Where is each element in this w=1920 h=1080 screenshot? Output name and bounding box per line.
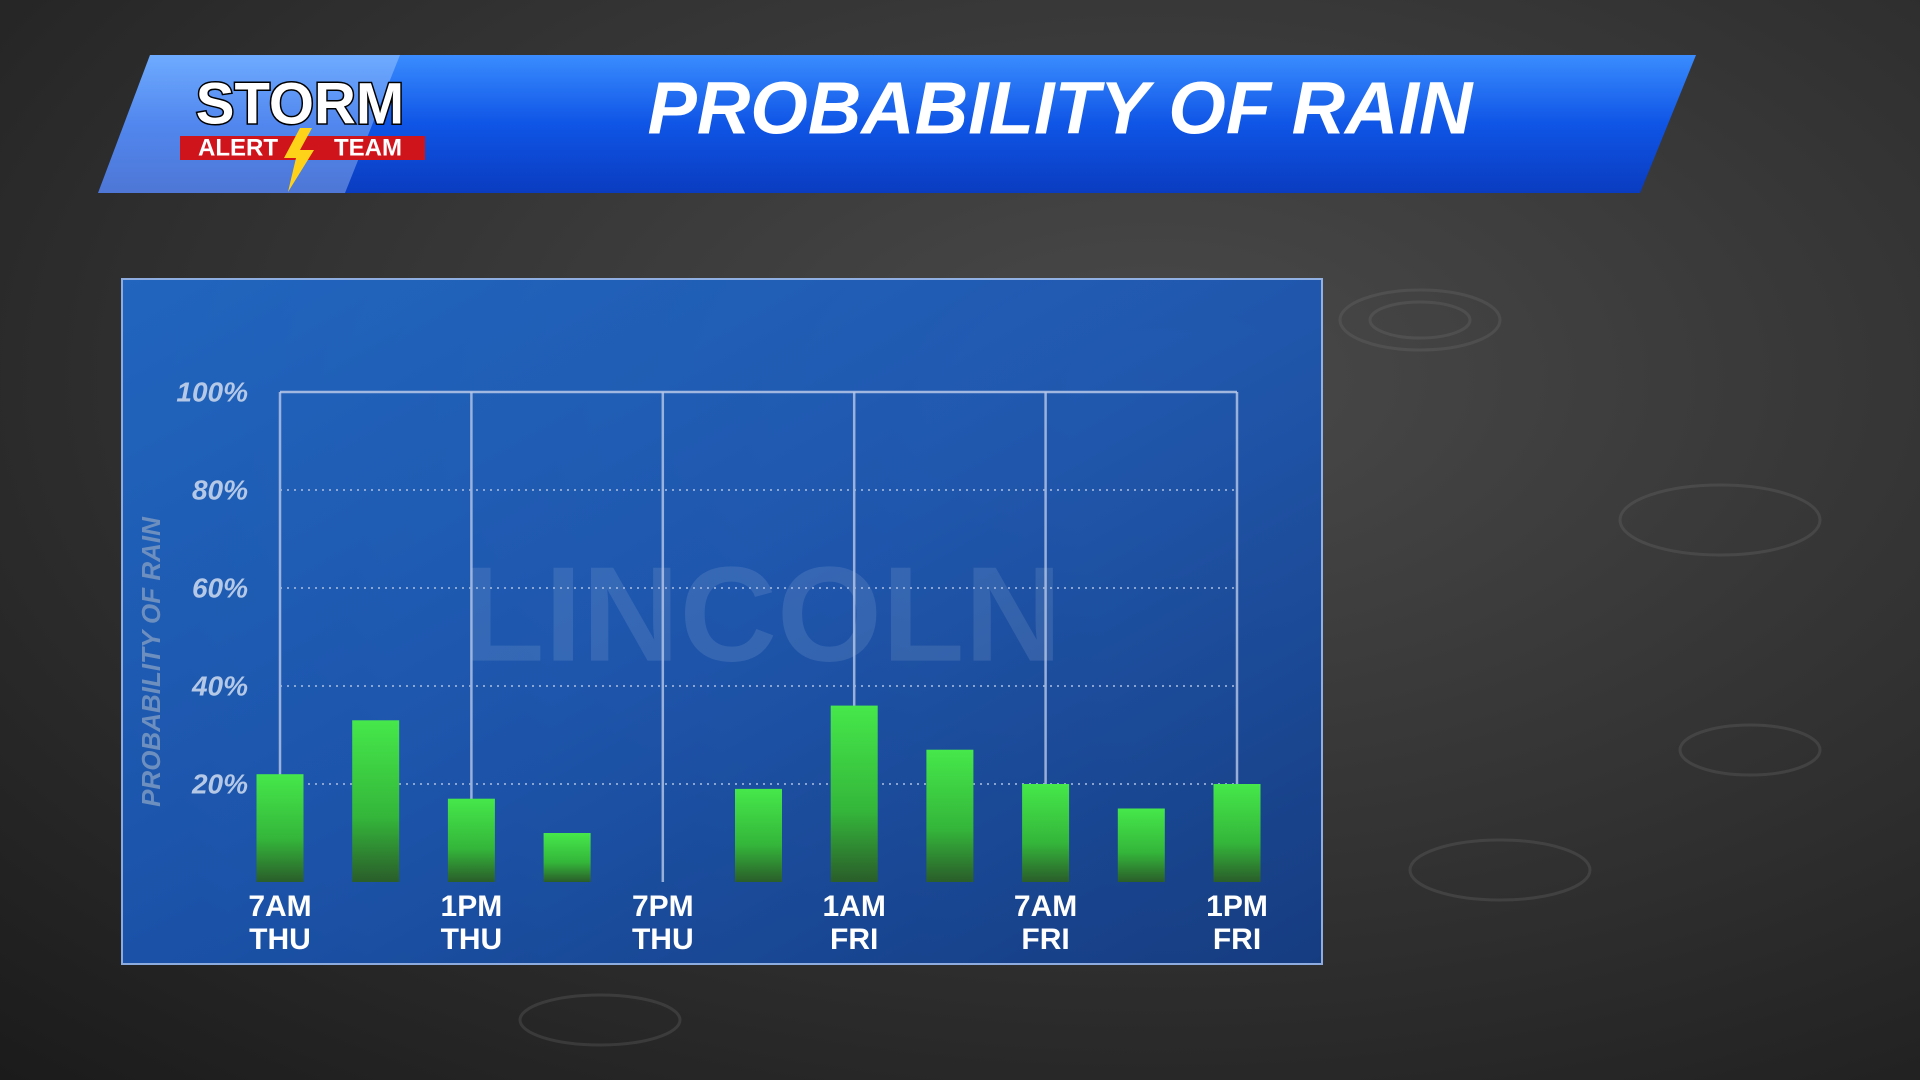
- x-tick-label: FRI: [1021, 923, 1069, 956]
- y-tick-label: 100%: [176, 376, 248, 407]
- title-banner: [98, 55, 1696, 193]
- x-tick-label: 7AM: [248, 890, 311, 923]
- logo-bolt: [284, 128, 314, 192]
- watermark: LINCOLN: [462, 539, 1062, 690]
- y-tick-label: 60%: [192, 572, 248, 603]
- rain-ripples: [518, 288, 1822, 1047]
- bar: [256, 774, 304, 882]
- x-tick-label: THU: [249, 923, 311, 956]
- x-tick-label: 1PM: [1206, 890, 1268, 923]
- x-tick-label: FRI: [1213, 923, 1261, 956]
- bar: [1022, 784, 1070, 882]
- y-axis-title: PROBABILITY OF RAIN: [136, 516, 166, 807]
- y-tick-label: 80%: [192, 474, 248, 505]
- x-tick-label: 7PM: [632, 890, 694, 923]
- x-tick-label: 1AM: [823, 890, 886, 923]
- x-tick-label: THU: [441, 923, 503, 956]
- bar: [735, 788, 782, 882]
- x-tick-label: THU: [632, 923, 694, 956]
- bar: [352, 720, 400, 882]
- logo-alert: ALERT: [198, 134, 278, 161]
- logo-storm: STORM: [196, 71, 404, 136]
- x-tick-label: 7AM: [1014, 890, 1077, 923]
- bar: [926, 749, 974, 882]
- bar: [830, 705, 878, 882]
- bar: [1117, 808, 1165, 882]
- logo-team: TEAM: [334, 134, 402, 161]
- bar: [447, 798, 495, 882]
- bar: [543, 833, 591, 882]
- y-tick-label: 40%: [191, 670, 248, 701]
- y-tick-label: 20%: [191, 768, 248, 799]
- bar: [1213, 784, 1261, 882]
- page-title: PROBABILITY OF RAIN: [648, 67, 1475, 150]
- x-tick-label: FRI: [830, 923, 878, 956]
- plot: 20%40%60%80%100%7AMTHU1PMTHU7PMTHU1AMFRI…: [176, 376, 1267, 956]
- x-tick-label: 1PM: [441, 890, 503, 923]
